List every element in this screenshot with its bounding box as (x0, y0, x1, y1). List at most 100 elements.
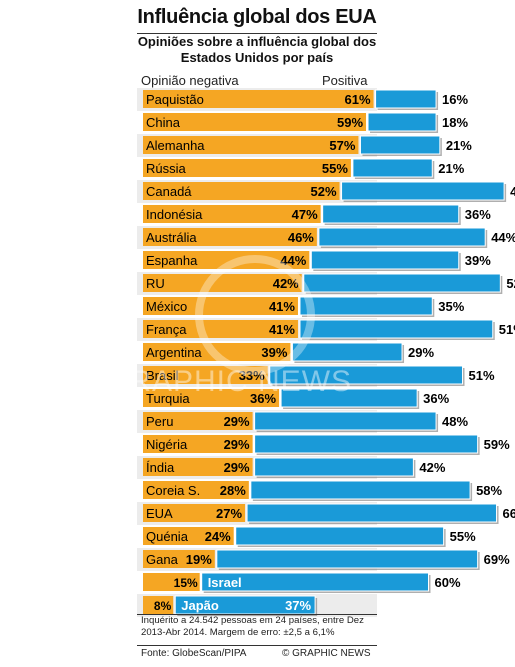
positive-value-label: 39% (465, 253, 491, 268)
watermark-logo (195, 255, 315, 375)
source-rule (137, 645, 377, 646)
category-label: Nigéria (146, 437, 188, 452)
foot-rule (137, 614, 377, 615)
category-label: México (146, 299, 187, 314)
negative-bar (143, 136, 359, 154)
negative-value-label: 36% (250, 391, 276, 406)
positive-value-label: 35% (438, 299, 464, 314)
positive-bar (341, 181, 505, 201)
positive-value-label: 60% (435, 575, 461, 590)
negative-value-label: 29% (224, 414, 250, 429)
category-label: Israel (208, 575, 242, 590)
category-label: RU (146, 276, 165, 291)
category-label: Argentina (146, 345, 202, 360)
negative-value-label: 24% (205, 529, 231, 544)
negative-bar (143, 182, 340, 200)
negative-bar (143, 596, 174, 614)
negative-bar (143, 573, 200, 591)
category-label: Rússia (146, 161, 187, 176)
header-positive: Positiva (322, 73, 368, 88)
positive-bar (280, 388, 418, 408)
positive-value-label: 55% (450, 529, 476, 544)
negative-bar (143, 90, 374, 108)
positive-value-label: 21% (438, 161, 464, 176)
positive-bar (201, 572, 429, 592)
negative-value-label: 27% (216, 506, 242, 521)
positive-value-label: 29% (408, 345, 434, 360)
negative-value-label: 47% (292, 207, 318, 222)
positive-bar (322, 204, 460, 224)
negative-value-label: 61% (345, 92, 371, 107)
positive-value-label: 48% (442, 414, 468, 429)
negative-bar (143, 527, 234, 545)
positive-value-label: 52% (506, 276, 515, 291)
category-label: Japão (181, 598, 219, 613)
category-label: EUA (146, 506, 173, 521)
positive-bar (299, 319, 494, 339)
category-label: Quénia (146, 529, 189, 544)
category-label: Canadá (146, 184, 192, 199)
watermark-text: GRAPHIC NEWS (105, 365, 353, 398)
category-label: Brasil (146, 368, 179, 383)
positive-bar (352, 158, 433, 178)
positive-bar (291, 342, 403, 362)
footnote: Inquérito a 24.542 pessoas em 24 países,… (141, 615, 364, 638)
negative-bar (143, 504, 246, 522)
positive-value-label: 51% (469, 368, 495, 383)
category-label: Indonésia (146, 207, 203, 222)
positive-value-label: 51% (499, 322, 515, 337)
positive-value-label: 42% (419, 460, 445, 475)
category-label: Peru (146, 414, 173, 429)
chart-subtitle: Opiniões sobre a influência global dos E… (137, 34, 377, 65)
category-label: Austrália (146, 230, 197, 245)
positive-bar (250, 480, 471, 500)
category-label: Alemanha (146, 138, 205, 153)
positive-bar (375, 89, 437, 109)
header-negative: Opinião negativa (141, 73, 239, 88)
negative-bar (143, 389, 280, 407)
positive-value-label: 59% (484, 437, 510, 452)
negative-bar (143, 435, 253, 453)
credit-text: © GRAPHIC NEWS (282, 648, 371, 659)
positive-bar (269, 365, 464, 385)
positive-bar (254, 457, 414, 477)
positive-bar (235, 526, 445, 546)
positive-value-label: 16% (442, 92, 468, 107)
negative-bar (143, 412, 253, 430)
negative-bar (143, 458, 253, 476)
negative-bar (143, 113, 367, 131)
source-text: Fonte: GlobeScan/PIPA (141, 648, 247, 659)
positive-bar (246, 503, 498, 523)
positive-value-label: 37% (285, 598, 311, 613)
negative-bar (143, 159, 351, 177)
negative-value-label: 28% (220, 483, 246, 498)
negative-value-label: 19% (186, 552, 212, 567)
category-label: Paquistão (146, 92, 204, 107)
negative-value-label: 59% (337, 115, 363, 130)
positive-value-label: 66% (503, 506, 515, 521)
positive-value-label: 21% (446, 138, 472, 153)
negative-value-label: 55% (322, 161, 348, 176)
positive-bar (310, 250, 460, 270)
category-label: França (146, 322, 187, 337)
negative-bar (143, 481, 249, 499)
chart-title: Influência global dos EUA (137, 6, 377, 28)
positive-bar (359, 135, 441, 155)
positive-bar (254, 434, 479, 454)
category-label: China (146, 115, 181, 130)
category-label: Coreia S. (146, 483, 200, 498)
positive-value-label: 43% (510, 184, 515, 199)
positive-value-label: 58% (476, 483, 502, 498)
positive-value-label: 69% (484, 552, 510, 567)
positive-bar (303, 273, 501, 293)
negative-value-label: 29% (224, 437, 250, 452)
negative-value-label: 29% (224, 460, 250, 475)
category-label: Turquia (146, 391, 190, 406)
positive-bar (254, 411, 437, 431)
positive-bar (318, 227, 486, 247)
positive-bar (367, 112, 437, 132)
category-label: Gana (146, 552, 179, 567)
negative-value-label: 52% (311, 184, 337, 199)
positive-bar (216, 549, 479, 569)
negative-value-label: 8% (154, 599, 172, 613)
